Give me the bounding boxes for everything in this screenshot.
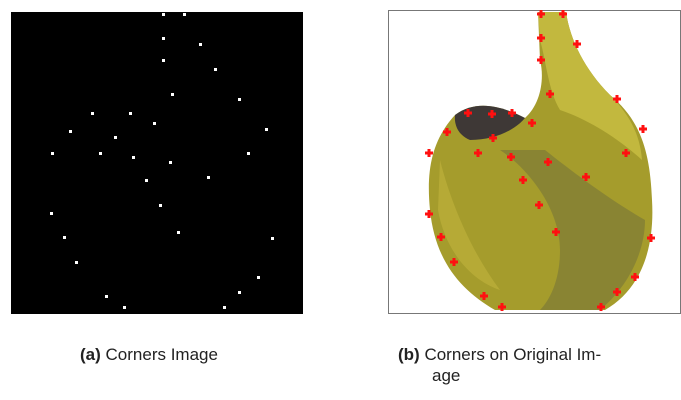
caption-label: (b) xyxy=(398,345,420,364)
caption-label: (a) xyxy=(80,345,101,364)
caption-text: age xyxy=(398,366,460,385)
corners-image xyxy=(11,12,303,314)
caption-b: (b) Corners on Original Im-age xyxy=(398,344,601,386)
figure-page: (a) Corners Image (b) Corners on Origina… xyxy=(0,0,681,400)
figure-images xyxy=(0,0,681,330)
caption-text: Corners on Original Im- xyxy=(424,345,601,364)
caption-a: (a) Corners Image xyxy=(80,344,218,365)
caption-text: Corners Image xyxy=(106,345,218,364)
